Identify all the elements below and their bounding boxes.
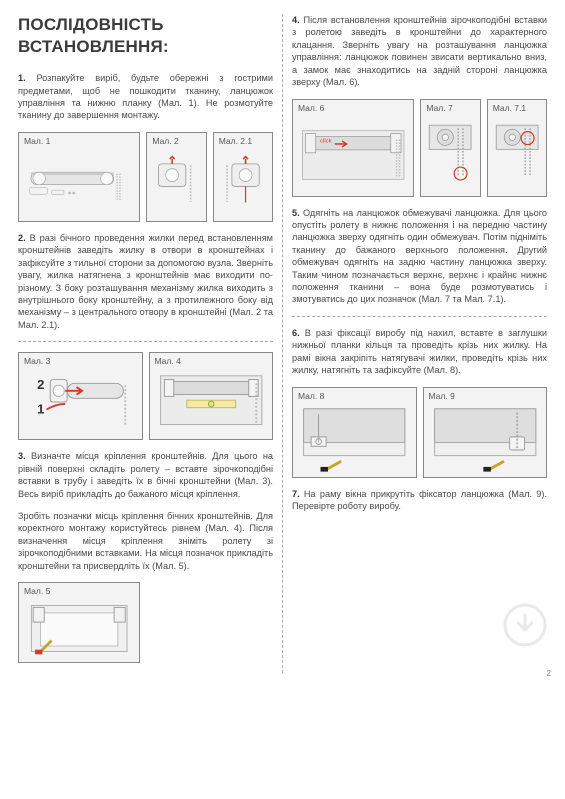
step-3b-body: Зробіть позначки місць кріплення бічних … — [18, 511, 273, 571]
step-3-text: 3. Визначте місця кріплення кронштейнів.… — [18, 450, 273, 500]
fig-row-5: Мал. 8 Мал. 9 — [292, 387, 547, 478]
figure-3-svg: 2 1 — [24, 370, 137, 436]
step-1-body: Розпакуйте виріб, будьте обережні з гост… — [18, 73, 273, 120]
hdash-left — [18, 341, 273, 342]
step-7-text: 7. На раму вікна прикрутіть фіксатор лан… — [292, 488, 547, 513]
step-4-text: 4. Після встановлення кронштейнів зірочк… — [292, 14, 547, 89]
step-1-num: 1. — [18, 73, 26, 83]
figure-8-label: Мал. 8 — [298, 391, 411, 402]
step-5-body: Одягніть на ланцюжок обмежувачі ланцюжка… — [292, 208, 547, 305]
step-2-body: В разі бічного проведення жилки перед вс… — [18, 233, 273, 330]
step-4-body: Після встановлення кронштейнів зірочкопо… — [292, 15, 547, 87]
svg-text:click: click — [320, 138, 331, 144]
figure-8-svg — [298, 405, 411, 474]
figure-5-svg — [24, 600, 134, 659]
step-6-num: 6. — [292, 328, 300, 338]
left-column: ПОСЛІДОВНІСТЬ ВСТАНОВЛЕННЯ: 1. Розпакуйт… — [18, 14, 273, 673]
svg-text:2: 2 — [37, 377, 44, 392]
step-6-body: В разі фіксації виробу під нахил, вставт… — [292, 328, 547, 375]
watermark-icon — [503, 603, 547, 647]
figure-2-1: Мал. 2.1 — [213, 132, 273, 222]
step-5-text: 5. Одягніть на ланцюжок обмежувачі ланцю… — [292, 207, 547, 306]
figure-9-svg — [429, 405, 542, 474]
step-3-num: 3. — [18, 451, 26, 461]
figure-2: Мал. 2 — [146, 132, 206, 222]
figure-2-svg — [152, 150, 200, 218]
figure-6-svg: click — [298, 117, 408, 193]
figure-9-label: Мал. 9 — [429, 391, 542, 402]
right-column: 4. Після встановлення кронштейнів зірочк… — [282, 14, 547, 673]
figure-4-label: Мал. 4 — [155, 356, 268, 367]
step-3b-text: Зробіть позначки місць кріплення бічних … — [18, 510, 273, 572]
page: ПОСЛІДОВНІСТЬ ВСТАНОВЛЕННЯ: 1. Розпакуйт… — [0, 0, 565, 687]
figure-2-1-label: Мал. 2.1 — [219, 136, 267, 147]
page-title: ПОСЛІДОВНІСТЬ ВСТАНОВЛЕННЯ: — [18, 14, 273, 58]
step-4-num: 4. — [292, 15, 300, 25]
figure-3: Мал. 3 2 1 — [18, 352, 143, 440]
step-5-num: 5. — [292, 208, 300, 218]
figure-1: Мал. 1 — [18, 132, 140, 222]
figure-1-label: Мал. 1 — [24, 136, 134, 147]
figure-3-label: Мал. 3 — [24, 356, 137, 367]
figure-9: Мал. 9 — [423, 387, 548, 478]
two-column-layout: ПОСЛІДОВНІСТЬ ВСТАНОВЛЕННЯ: 1. Розпакуйт… — [18, 14, 547, 673]
figure-8: Мал. 8 — [292, 387, 417, 478]
page-number: 2 — [547, 669, 551, 679]
figure-2-label: Мал. 2 — [152, 136, 200, 147]
figure-6: Мал. 6 click — [292, 99, 414, 197]
fig-row-4: Мал. 6 click Мал. 7 — [292, 99, 547, 197]
step-2-num: 2. — [18, 233, 26, 243]
figure-2-1-svg — [219, 150, 267, 218]
svg-text:1: 1 — [37, 402, 44, 417]
figure-4: Мал. 4 — [149, 352, 274, 440]
figure-4-svg — [155, 370, 268, 436]
step-2-text: 2. В разі бічного проведення жилки перед… — [18, 232, 273, 331]
step-7-num: 7. — [292, 489, 300, 499]
figure-6-label: Мал. 6 — [298, 103, 408, 114]
figure-7-svg — [426, 117, 474, 193]
figure-5-label: Мал. 5 — [24, 586, 134, 597]
fig-row-2: Мал. 3 2 1 Мал. 4 — [18, 352, 273, 440]
step-7-body: На раму вікна прикрутіть фіксатор ланцюж… — [292, 489, 547, 511]
figure-7-1-svg — [493, 117, 541, 193]
figure-7-1-label: Мал. 7.1 — [493, 103, 541, 114]
fig-row-1: Мал. 1 Мал. 2 — [18, 132, 273, 222]
figure-7-1: Мал. 7.1 — [487, 99, 547, 197]
figure-1-svg — [24, 150, 134, 218]
figure-7-label: Мал. 7 — [426, 103, 474, 114]
step-6-text: 6. В разі фіксації виробу під нахил, вст… — [292, 327, 547, 377]
step-1-text: 1. Розпакуйте виріб, будьте обережні з г… — [18, 72, 273, 122]
step-3-body: Визначте місця кріплення кронштейнів. Дл… — [18, 451, 273, 498]
figure-7: Мал. 7 — [420, 99, 480, 197]
fig-row-3: Мал. 5 — [18, 582, 273, 663]
hdash-right — [292, 316, 547, 317]
figure-5: Мал. 5 — [18, 582, 140, 663]
